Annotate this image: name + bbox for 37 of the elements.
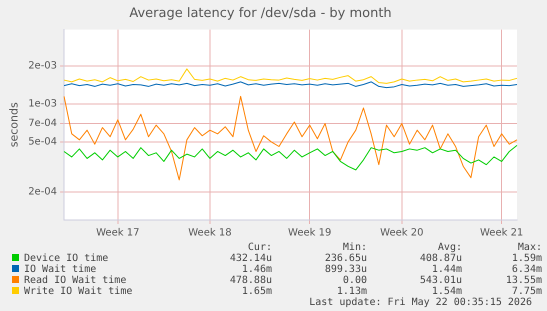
text: 0.00 [342,275,367,286]
y-axis-title: seconds [7,102,20,148]
y-tick-label: 2e-03 [28,60,58,72]
x-tick-label: Week 18 [188,228,232,239]
text: 478.88u [228,275,272,286]
x-tick-label: Week 19 [288,228,332,239]
legend-label: Device IO time [23,253,110,264]
text: 1.59m [510,253,542,264]
x-tick-label: Week 17 [96,228,140,239]
text: 7.75m [510,286,542,297]
text: Avg: [436,242,462,253]
text: 899.33u [324,264,367,275]
text: 1.65m [240,286,272,297]
text: 408.87u [418,253,462,264]
text: Max: [516,242,542,253]
text: Min: [342,242,367,253]
x-tick-label: Week 21 [480,228,524,239]
x-tick-label: Week 20 [380,228,424,239]
y-tick-label: 2e-04 [28,186,58,198]
legend-label: Write IO Wait time [23,286,134,297]
y-tick-label: 5e-04 [28,136,58,148]
legend-label: IO Wait time [23,264,98,275]
y-tick-label: 1e-03 [28,98,58,110]
text: 1.13m [336,286,367,297]
text: 1.54m [430,286,462,297]
text: Cur: [246,242,272,253]
text: 543.01u [418,275,462,286]
text: 6.34m [510,264,542,275]
text: Last update: Fri May 22 00:35:15 2026 [308,297,532,309]
text: 1.46m [240,264,272,275]
text: 432.14u [228,253,272,264]
text: 13.55m [504,275,542,286]
y-tick-label: 7e-04 [28,118,58,130]
text: 236.65u [324,253,367,264]
text: 1.44m [430,264,462,275]
chart-title: Average latency for /dev/sda - by month [129,6,392,22]
legend-label: Read IO Wait time [23,275,128,286]
